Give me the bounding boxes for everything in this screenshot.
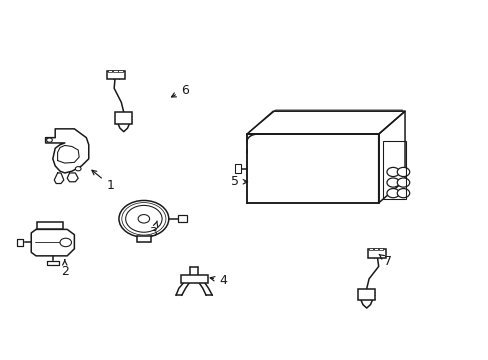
- Text: 3: 3: [149, 221, 157, 239]
- Text: 6: 6: [171, 84, 188, 97]
- Polygon shape: [31, 229, 74, 256]
- Bar: [382, 141, 406, 199]
- Circle shape: [386, 178, 399, 187]
- Polygon shape: [67, 173, 78, 182]
- Bar: [178, 215, 186, 222]
- Polygon shape: [246, 111, 404, 134]
- Bar: [113, 69, 117, 72]
- Polygon shape: [46, 261, 59, 265]
- Circle shape: [75, 167, 81, 171]
- Bar: [136, 237, 151, 242]
- Text: 5: 5: [230, 175, 247, 188]
- Circle shape: [396, 178, 409, 187]
- Bar: [373, 248, 377, 250]
- Polygon shape: [360, 300, 372, 308]
- Circle shape: [386, 167, 399, 176]
- Circle shape: [46, 138, 52, 142]
- Polygon shape: [58, 145, 79, 163]
- Bar: [37, 222, 63, 229]
- Bar: [107, 71, 125, 80]
- Polygon shape: [378, 111, 404, 203]
- Bar: [181, 275, 207, 283]
- Polygon shape: [54, 173, 64, 184]
- Circle shape: [396, 189, 409, 198]
- Text: 7: 7: [378, 255, 391, 267]
- Circle shape: [138, 215, 149, 223]
- Bar: [246, 134, 378, 203]
- Bar: [357, 289, 375, 300]
- Bar: [234, 164, 241, 173]
- Circle shape: [125, 206, 162, 232]
- Text: 2: 2: [61, 260, 69, 278]
- Polygon shape: [17, 239, 22, 246]
- Text: 4: 4: [210, 274, 226, 287]
- Bar: [378, 248, 383, 250]
- Polygon shape: [118, 123, 129, 132]
- Polygon shape: [45, 129, 89, 173]
- Circle shape: [396, 167, 409, 176]
- Circle shape: [119, 201, 168, 237]
- Bar: [115, 112, 132, 123]
- Bar: [368, 248, 372, 250]
- Bar: [367, 249, 385, 258]
- Circle shape: [386, 189, 399, 198]
- Circle shape: [60, 238, 71, 247]
- Bar: [118, 69, 122, 72]
- Text: 1: 1: [92, 170, 114, 192]
- Bar: [108, 69, 112, 72]
